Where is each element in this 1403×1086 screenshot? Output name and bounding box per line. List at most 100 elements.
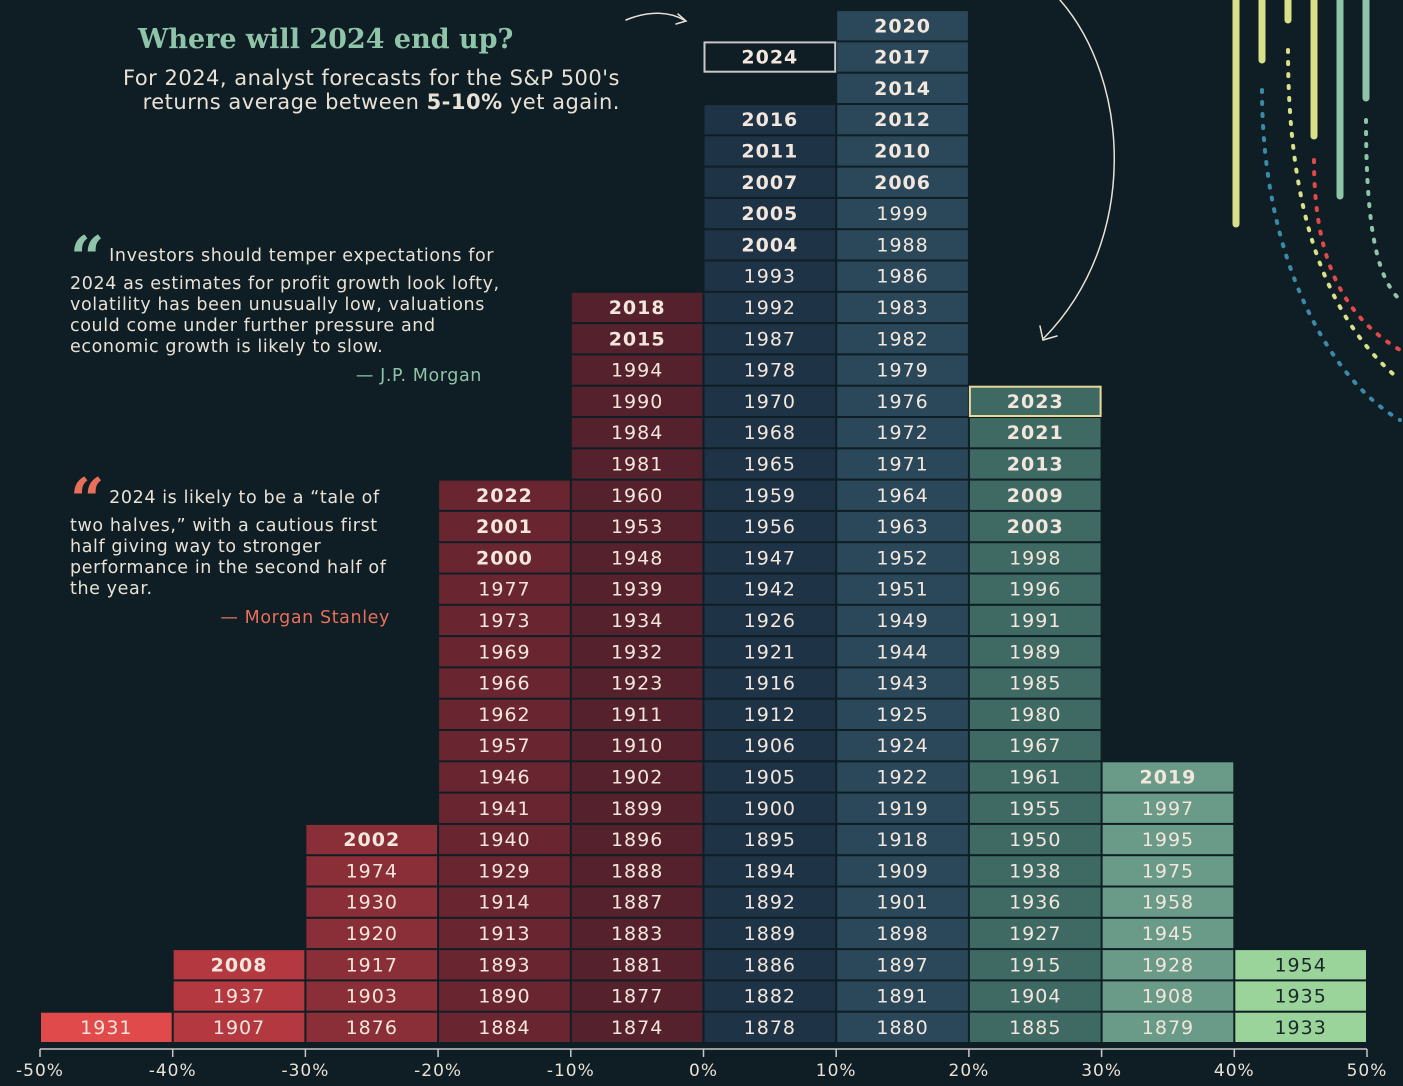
year-label: 1962: [478, 704, 530, 726]
year-label: 1874: [611, 1017, 663, 1039]
x-tick-label: -30%: [281, 1061, 329, 1081]
year-label: 1967: [1009, 735, 1061, 757]
year-label: 1941: [478, 798, 530, 820]
year-label: 1933: [1274, 1017, 1326, 1039]
year-label: 1889: [744, 923, 796, 945]
deco-dots: [1366, 120, 1400, 300]
year-label: 1910: [611, 735, 663, 757]
year-label: 1923: [611, 673, 663, 695]
year-label: 1938: [1009, 860, 1061, 882]
year-label: 1944: [876, 641, 928, 663]
year-label: 2011: [741, 140, 798, 162]
year-label: 1898: [876, 923, 928, 945]
year-label: 1943: [876, 673, 928, 695]
year-label: 1883: [611, 923, 663, 945]
year-label: 1992: [744, 297, 796, 319]
year-label: 1984: [611, 422, 663, 444]
year-label: 1958: [1142, 892, 1194, 914]
year-label: 1946: [478, 766, 530, 788]
year-label: 1996: [1009, 579, 1061, 601]
year-label: 1904: [1009, 986, 1061, 1008]
year-label: 1892: [744, 892, 796, 914]
year-label: 1957: [478, 735, 530, 757]
year-label: 1977: [478, 579, 530, 601]
year-label: 1885: [1009, 1017, 1061, 1039]
year-label: 1979: [876, 360, 928, 382]
year-label: 2014: [874, 78, 931, 100]
year-label: 1980: [1009, 704, 1061, 726]
year-label: 1894: [744, 860, 796, 882]
arrow: [1044, 0, 1114, 338]
year-label: 1969: [478, 641, 530, 663]
year-label: 1924: [876, 735, 928, 757]
year-label: 1947: [744, 547, 796, 569]
year-label: 1935: [1274, 986, 1326, 1008]
year-label: 2023: [1007, 391, 1064, 413]
year-label: 1955: [1009, 798, 1061, 820]
year-label: 1921: [744, 641, 796, 663]
year-label: 1999: [876, 203, 928, 225]
year-label: 1986: [876, 266, 928, 288]
year-label: 2013: [1007, 453, 1064, 475]
year-label: 1929: [478, 860, 530, 882]
year-label: 2015: [609, 328, 666, 350]
deco-dots: [1262, 90, 1400, 420]
x-tick-label: 40%: [1214, 1061, 1255, 1081]
year-label: 1983: [876, 297, 928, 319]
year-label: 1911: [611, 704, 663, 726]
x-tick-label: 0%: [689, 1061, 718, 1081]
year-label: 1887: [611, 892, 663, 914]
x-tick-label: -40%: [149, 1061, 197, 1081]
year-label: 1897: [876, 954, 928, 976]
year-label: 1927: [1009, 923, 1061, 945]
year-label: 1948: [611, 547, 663, 569]
year-label: 1908: [1142, 986, 1194, 1008]
year-label: 2005: [741, 203, 798, 225]
year-label: 1890: [478, 986, 530, 1008]
year-label: 2020: [874, 15, 931, 37]
year-label: 1915: [1009, 954, 1061, 976]
year-label: 1968: [744, 422, 796, 444]
chart: 1931190719372008187619031917192019301974…: [0, 0, 1403, 1086]
year-label: 2000: [476, 547, 533, 569]
year-label: 1959: [744, 485, 796, 507]
year-label: 1922: [876, 766, 928, 788]
year-label: 1937: [213, 986, 265, 1008]
year-label: 2021: [1007, 422, 1064, 444]
year-label: 1900: [744, 798, 796, 820]
year-label: 1902: [611, 766, 663, 788]
year-label: 1982: [876, 328, 928, 350]
year-label: 1951: [876, 579, 928, 601]
year-label: 1930: [346, 892, 398, 914]
year-label: 1881: [611, 954, 663, 976]
year-label: 1965: [744, 453, 796, 475]
year-label: 1956: [744, 516, 796, 538]
deco-dots: [1314, 160, 1400, 350]
year-label: 2004: [741, 234, 798, 256]
year-label: 1950: [1009, 829, 1061, 851]
year-label: 1960: [611, 485, 663, 507]
year-label: 1987: [744, 328, 796, 350]
year-label: 1884: [478, 1017, 530, 1039]
year-label: 1932: [611, 641, 663, 663]
year-label: 1936: [1009, 892, 1061, 914]
year-label: 2018: [609, 297, 666, 319]
year-label: 1934: [611, 610, 663, 632]
year-label: 1905: [744, 766, 796, 788]
x-tick-label: -10%: [547, 1061, 595, 1081]
year-label: 1976: [876, 391, 928, 413]
year-label: 1914: [478, 892, 530, 914]
year-label: 1886: [744, 954, 796, 976]
year-label: 1916: [744, 673, 796, 695]
year-label: 1880: [876, 1017, 928, 1039]
year-label: 1966: [478, 673, 530, 695]
year-label: 1906: [744, 735, 796, 757]
deco-dots: [1288, 50, 1400, 380]
year-label: 1985: [1009, 673, 1061, 695]
x-tick-label: 10%: [816, 1061, 857, 1081]
year-label: 2001: [476, 516, 533, 538]
year-label: 1993: [744, 266, 796, 288]
year-label: 1877: [611, 986, 663, 1008]
year-label: 1975: [1142, 860, 1194, 882]
x-tick-label: -50%: [16, 1061, 64, 1081]
